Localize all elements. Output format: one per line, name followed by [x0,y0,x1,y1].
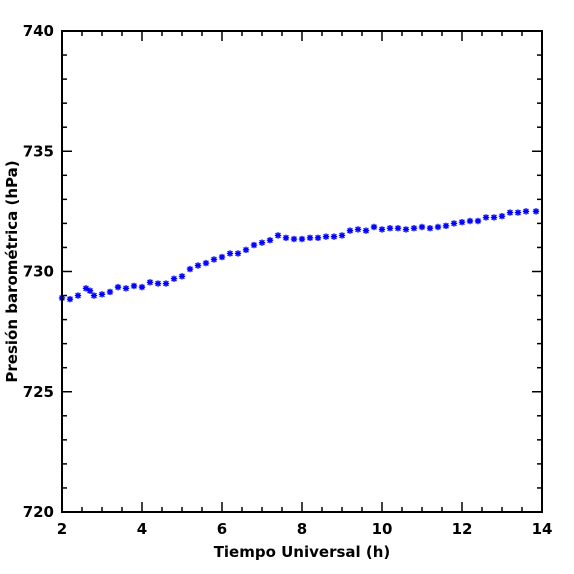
data-point [506,209,514,216]
y-tick-label: 720 [23,503,54,521]
y-tick-labels: 720 725 730 735 740 [23,22,54,521]
data-point [314,234,322,242]
data-point [154,280,162,287]
data-point [410,225,418,232]
data-point [138,283,146,291]
data-point [434,223,442,231]
data-point [442,222,450,230]
data-point [354,226,362,233]
data-point [490,214,498,221]
x-tick-label: 4 [137,520,147,538]
data-point [466,217,474,225]
data-point [210,256,218,263]
data-markers [58,208,540,303]
data-point [322,233,330,240]
data-point [386,225,394,232]
data-point [338,232,346,239]
data-point [82,285,90,292]
data-point [330,233,338,240]
y-tick-label: 730 [23,263,54,281]
x-tick-label: 10 [372,520,393,538]
data-point [90,292,98,299]
data-point [482,214,490,221]
data-point [258,239,266,246]
data-point [242,246,250,254]
data-point [362,227,370,234]
data-point [450,220,458,227]
data-point [130,282,138,290]
x-tick-labels: 2 4 6 8 10 12 14 [57,520,553,538]
data-point [282,234,290,242]
data-point [194,262,202,269]
y-tick-label: 740 [23,22,54,40]
data-point [378,226,386,233]
x-tick-label: 12 [452,520,473,538]
data-point [218,253,226,261]
data-point [66,295,74,303]
data-point [306,234,314,242]
data-point [234,250,242,257]
data-point [298,235,306,243]
data-point [532,208,540,215]
data-point [266,237,274,244]
data-point [202,259,210,267]
data-point [86,287,94,294]
data-point [274,232,282,239]
y-axis-title: Presión barométrica (hPa) [3,160,21,382]
x-tick-label: 14 [532,520,553,538]
data-point [458,218,466,226]
data-point [346,227,354,234]
plot-frame [61,30,543,513]
data-point [122,285,130,292]
x-tick-label: 2 [57,520,67,538]
data-point [522,208,530,215]
data-point [186,265,194,273]
data-point [474,217,482,225]
data-point [162,280,170,287]
data-point [178,273,186,280]
data-point [290,235,298,243]
data-point [426,225,434,232]
data-point [418,223,426,231]
data-point [498,212,506,220]
data-point [74,292,82,299]
x-axis-title: Tiempo Universal (h) [214,543,391,561]
data-point [98,291,106,298]
data-point [250,241,258,249]
axis-ticks [61,30,543,513]
data-point [402,226,410,233]
data-point [394,225,402,232]
y-tick-label: 725 [23,383,54,401]
data-point [226,250,234,257]
data-point [106,288,114,296]
data-point [170,275,178,282]
x-tick-label: 6 [217,520,227,538]
data-point [514,209,522,216]
data-point [146,279,154,286]
data-point [114,283,122,291]
x-tick-label: 8 [297,520,307,538]
data-point [370,223,378,231]
y-tick-label: 735 [23,142,54,160]
